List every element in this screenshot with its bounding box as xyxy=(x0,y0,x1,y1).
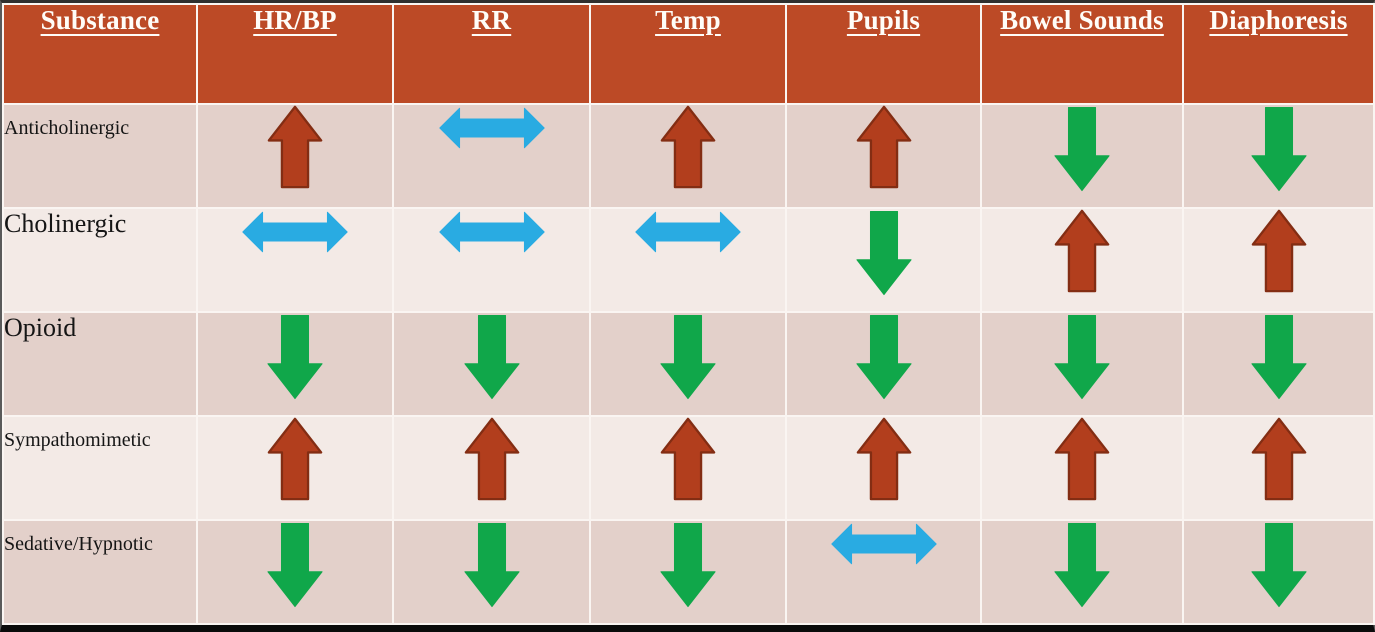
down-arrow-icon xyxy=(1250,106,1307,192)
down-arrow-icon xyxy=(463,314,520,400)
table-row-sedative-hypnotic: Sedative/Hypnotic xyxy=(2,519,1375,625)
down-arrow-icon xyxy=(1054,522,1110,608)
cell-left-right-arrow xyxy=(196,207,394,313)
table-row-sympathomimetic: Sympathomimetic xyxy=(2,415,1375,521)
cell-down-arrow xyxy=(1182,103,1375,209)
left-right-arrow-icon xyxy=(242,211,348,253)
cell-up-arrow xyxy=(589,103,787,209)
cell-down-arrow xyxy=(980,103,1184,209)
cell-up-arrow xyxy=(980,415,1184,521)
left-right-arrow-icon xyxy=(438,107,545,149)
up-arrow-icon xyxy=(856,418,911,501)
down-arrow-icon xyxy=(267,314,323,400)
cell-up-arrow xyxy=(589,415,787,521)
down-arrow-icon xyxy=(267,522,323,608)
cell-down-arrow xyxy=(392,519,591,625)
cell-up-arrow xyxy=(1182,415,1375,521)
table-row-cholinergic: Cholinergic xyxy=(2,207,1375,313)
up-arrow-icon xyxy=(660,418,716,501)
up-arrow-icon xyxy=(856,106,911,189)
cell-down-arrow xyxy=(196,311,394,417)
down-arrow-icon xyxy=(1054,314,1110,400)
column-header-diaphoresis: Diaphoresis xyxy=(1182,3,1375,105)
left-right-arrow-icon xyxy=(438,211,545,253)
column-header-hr-bp: HR/BP xyxy=(196,3,394,105)
up-arrow-icon xyxy=(1251,418,1306,501)
substance-label: Anticholinergic xyxy=(2,103,198,209)
cell-left-right-arrow xyxy=(589,207,787,313)
cell-down-arrow xyxy=(1182,311,1375,417)
cell-up-arrow xyxy=(785,103,982,209)
cell-down-arrow xyxy=(196,519,394,625)
down-arrow-icon xyxy=(660,522,716,608)
substance-label: Opioid xyxy=(2,311,198,417)
down-arrow-icon xyxy=(855,314,912,400)
cell-left-right-arrow xyxy=(392,207,591,313)
up-arrow-icon xyxy=(267,418,323,501)
header-row: Substance HR/BP RR Temp Pupils Bowel Sounds Di… xyxy=(2,3,1375,105)
up-arrow-icon xyxy=(660,106,716,189)
up-arrow-icon xyxy=(1251,210,1306,293)
down-arrow-icon xyxy=(1250,522,1307,608)
substance-label: Sedative/Hypnotic xyxy=(2,519,198,625)
column-header-bowel-sounds: Bowel Sounds xyxy=(980,3,1184,105)
table-row-opioid: Opioid xyxy=(2,311,1375,417)
table-body: Anticholinergic Cholinergic xyxy=(2,103,1375,625)
up-arrow-icon xyxy=(464,418,519,501)
down-arrow-icon xyxy=(463,522,520,608)
down-arrow-icon xyxy=(855,210,912,296)
cell-down-arrow xyxy=(785,311,982,417)
cell-down-arrow xyxy=(1182,519,1375,625)
left-right-arrow-icon xyxy=(635,211,741,253)
up-arrow-icon xyxy=(267,106,323,189)
column-header-temp: Temp xyxy=(589,3,787,105)
cell-left-right-arrow xyxy=(785,519,982,625)
cell-up-arrow xyxy=(196,103,394,209)
left-right-arrow-icon xyxy=(830,523,937,565)
cell-up-arrow xyxy=(785,415,982,521)
column-header-substance: Substance xyxy=(2,3,198,105)
substance-label: Sympathomimetic xyxy=(2,415,198,521)
table-header: Substance HR/BP RR Temp Pupils Bowel Sounds Di… xyxy=(2,3,1375,105)
substance-label: Cholinergic xyxy=(2,207,198,313)
column-header-pupils: Pupils xyxy=(785,3,982,105)
up-arrow-icon xyxy=(1054,418,1110,501)
toxidrome-table: Substance HR/BP RR Temp Pupils Bowel Sounds Di… xyxy=(2,3,1375,625)
cell-down-arrow xyxy=(589,311,787,417)
cell-up-arrow xyxy=(980,207,1184,313)
cell-down-arrow xyxy=(980,311,1184,417)
cell-down-arrow xyxy=(392,311,591,417)
up-arrow-icon xyxy=(1054,210,1110,293)
cell-up-arrow xyxy=(1182,207,1375,313)
column-header-rr: RR xyxy=(392,3,591,105)
cell-down-arrow xyxy=(589,519,787,625)
down-arrow-icon xyxy=(1250,314,1307,400)
down-arrow-icon xyxy=(1054,106,1110,192)
cell-down-arrow xyxy=(980,519,1184,625)
cell-up-arrow xyxy=(392,415,591,521)
table-row-anticholinergic: Anticholinergic xyxy=(2,103,1375,209)
cell-up-arrow xyxy=(196,415,394,521)
cell-left-right-arrow xyxy=(392,103,591,209)
cell-down-arrow xyxy=(785,207,982,313)
down-arrow-icon xyxy=(660,314,716,400)
